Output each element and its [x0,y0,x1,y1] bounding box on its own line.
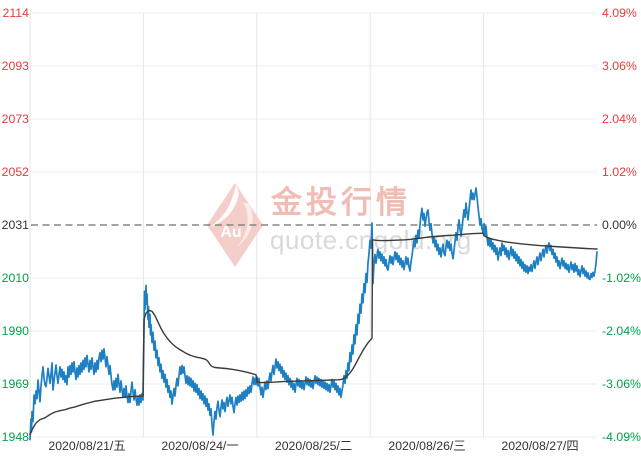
watermark-logo-text: Au [220,224,241,241]
left-axis-tick-label: 2052 [2,165,30,179]
left-axis-tick-label: 2031 [2,218,30,232]
left-axis-tick-label: 1969 [2,377,30,391]
right-axis-tick-label: 2.04% [602,112,637,126]
watermark-logo-swoosh2-icon [237,202,253,247]
left-axis-tick-label: 1948 [2,430,30,444]
right-axis-tick-label: 4.09% [602,6,637,20]
x-axis-date-label: 2020/08/25/二 [275,439,352,453]
left-axis-tick-label: 2114 [3,6,30,20]
right-axis-labels: 4.09% 3.06% 2.04% 1.02% 0.00% -1.02% -2.04% -3.… [602,6,641,444]
left-axis-tick-label: 2093 [2,59,30,73]
horizontal-gridlines [30,12,597,438]
left-axis-tick-label: 2010 [2,271,30,285]
avg_price-line [29,232,598,436]
watermark-logo-swoosh-icon [209,185,239,227]
x-axis-date-label: 2020/08/24/一 [161,439,238,453]
x-axis-date-label: 2020/08/26/三 [388,439,465,453]
right-axis-tick-label: 0.00% [602,218,637,232]
right-axis-tick-label: 1.02% [602,165,637,179]
x-axis-date-label: 2020/08/27/四 [501,439,578,453]
price-line [29,187,598,441]
right-axis-tick-label: -3.06% [602,377,641,391]
watermark-title: 金投行情 [270,185,411,220]
left-axis-labels: 2114 2093 2073 2052 2031 2010 1990 1969 1948 [2,6,30,444]
right-axis-tick-label: 3.06% [602,59,637,73]
x-axis-labels: 2020/08/21/五 2020/08/24/一 2020/08/25/二 2020… [48,439,578,453]
right-axis-tick-label: -2.04% [602,324,641,338]
right-axis-tick-label: -1.02% [602,271,641,285]
right-axis-tick-label: -4.09% [602,430,641,444]
series-lines [29,187,598,441]
watermark: Au 金投行情 quote.cngold.org [207,183,471,267]
x-axis-date-label: 2020/08/21/五 [48,439,125,453]
left-axis-tick-label: 2073 [2,112,30,126]
left-axis-tick-label: 1990 [2,324,30,338]
